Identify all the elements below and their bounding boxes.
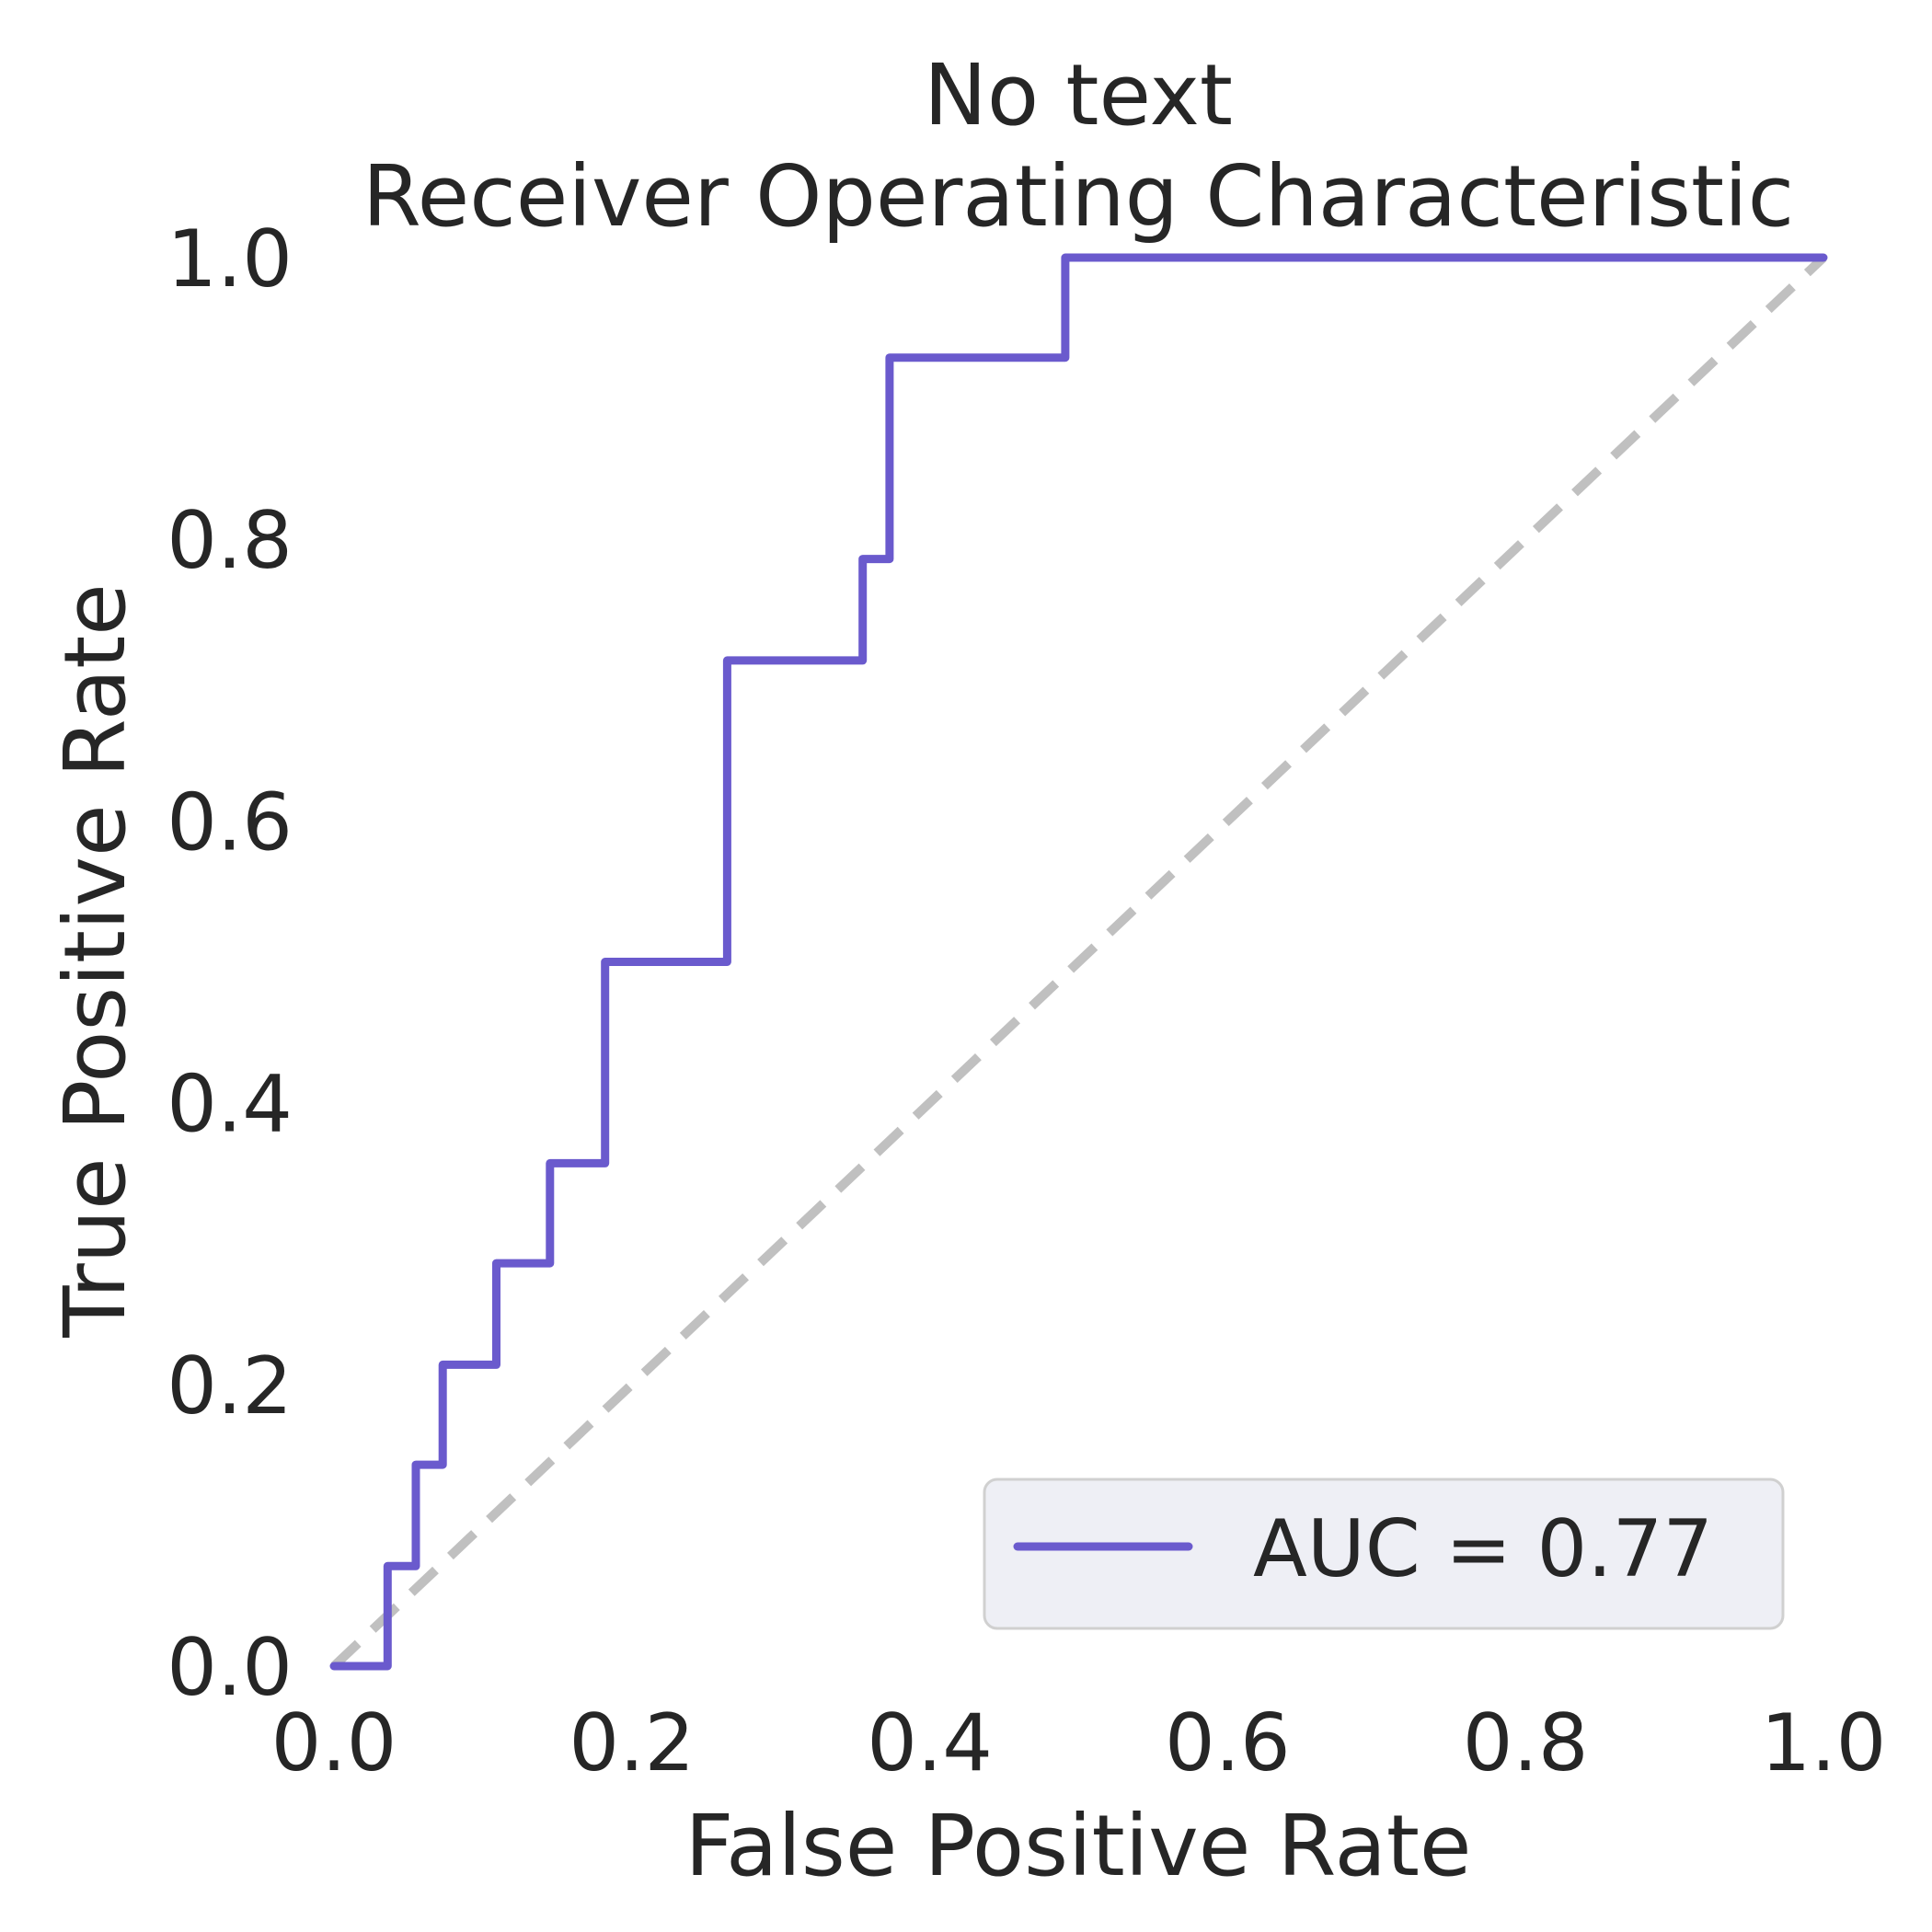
roc-curve-line [329, 253, 1828, 1671]
x-tick-label: 0.0 [271, 1697, 397, 1789]
x-tick-label: 0.4 [867, 1697, 993, 1789]
y-tick-label: 0.0 [167, 1622, 293, 1714]
x-tick-label: 0.2 [569, 1697, 695, 1789]
x-axis-label: False Positive Rate [684, 1797, 1471, 1895]
y-tick-label: 1.0 [167, 213, 293, 305]
x-tick-label: 0.6 [1165, 1697, 1291, 1789]
chance-diagonal-line [330, 254, 1827, 1670]
y-tick-label: 0.4 [167, 1059, 293, 1151]
y-tick-label: 0.2 [167, 1340, 293, 1432]
y-axis-label: True Positive Rate [46, 583, 144, 1339]
x-tick-label: 1.0 [1761, 1697, 1887, 1789]
legend-label: AUC = 0.77 [1253, 1503, 1713, 1595]
legend: AUC = 0.77 [983, 1478, 1785, 1630]
x-tick-label: 0.8 [1463, 1697, 1589, 1789]
tick-labels: 0.0 0.2 0.4 0.6 0.8 1.0 0.0 0.2 0.4 0.6 0.8 1.0 [167, 213, 1886, 1789]
chart-subtitle: Receiver Operating Characteristic [362, 147, 1794, 246]
plot-area [329, 253, 1828, 1671]
y-tick-label: 0.6 [167, 776, 293, 868]
chart-title: No text [924, 46, 1233, 144]
legend-box [983, 1478, 1785, 1630]
y-tick-label: 0.8 [167, 495, 293, 587]
